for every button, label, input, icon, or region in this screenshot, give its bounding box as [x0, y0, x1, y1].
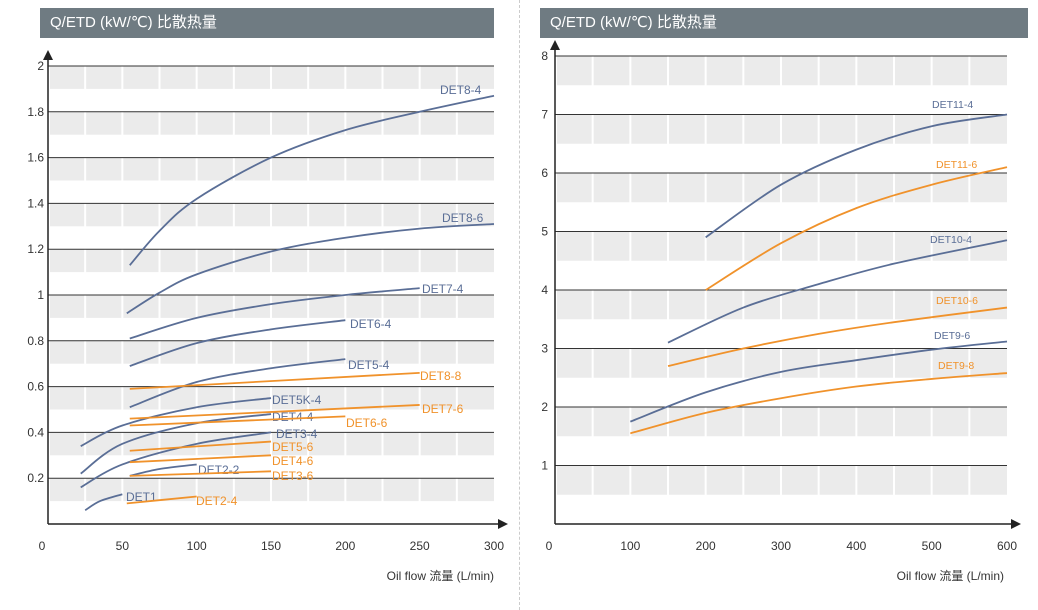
- panel-divider: [519, 0, 520, 610]
- series-label-det4-6: DET4-6: [272, 454, 314, 468]
- series-line-det8-4: [129, 94, 495, 266]
- series-line-det2-2: [129, 463, 197, 477]
- y-tick-label: 7: [541, 108, 548, 122]
- series-line-det1: [84, 493, 123, 512]
- series-line-det9-6: [630, 340, 1008, 423]
- y-tick-label: 2: [37, 59, 44, 73]
- y-tick-label: 1: [37, 288, 44, 302]
- series-label-det5-6: DET5-6: [272, 440, 314, 454]
- series-label-det10-6: DET10-6: [936, 295, 978, 307]
- y-tick-label: 1: [541, 459, 548, 473]
- x-tick-label: 300: [484, 539, 504, 553]
- y-tick-label: 5: [541, 225, 548, 239]
- left-chart-svg: 0.2 0.4 0.6 0.8 1 1.2 1.4 1.6 1.8 2 0 50 100 150 200 25…: [27, 50, 508, 583]
- series-label-det8-6: DET8-6: [442, 211, 484, 225]
- series-label-det5-4: DET5-4: [348, 358, 390, 372]
- y-tick-label: 0.4: [27, 425, 44, 439]
- right-chart-svg: 1 2 3 4 5 6 7 8 0 100 200 300 400 500 600 Oil flow 流量 (…: [541, 40, 1021, 583]
- y-tick-label: 0.6: [27, 380, 44, 394]
- x-tick-label: 100: [620, 539, 640, 553]
- series-line-det11-6: [705, 166, 1008, 291]
- series-label-det7-4: DET7-4: [422, 282, 464, 296]
- series-line-det6-6: [129, 415, 346, 427]
- y-tick-label: 1.2: [27, 242, 44, 256]
- y-tick-label: 0.8: [27, 334, 44, 348]
- series-line-det4-6: [129, 454, 272, 464]
- series-label-det3-4: DET3-4: [276, 427, 318, 441]
- x-tick-label: 500: [922, 539, 942, 553]
- series-line-det11-4: [705, 113, 1008, 239]
- right-chart-panel: Q/ETD (kW/℃) 比散热量 1 2 3 4 5 6 7 8 0 100 200 300 400 5…: [528, 0, 1038, 610]
- series-line-det9-8: [630, 372, 1008, 435]
- y-tick-label: 1.8: [27, 105, 44, 119]
- series-label-det6-4: DET6-4: [350, 317, 392, 331]
- y-tick-label: 1.6: [27, 151, 44, 165]
- x-tick-label: 200: [335, 539, 355, 553]
- series-label-det9-8: DET9-8: [938, 360, 974, 372]
- series-line-det10-6: [667, 306, 1008, 367]
- series-line-det4-4: [80, 413, 272, 475]
- series-label-det11-4: DET11-4: [932, 99, 973, 111]
- series-line-det3-6: [129, 470, 272, 477]
- left-chart-title: Q/ETD (kW/℃) 比散热量: [40, 8, 494, 38]
- y-tick-label: 8: [541, 49, 548, 63]
- x-axis-arrow: [498, 519, 508, 529]
- series-line-det8-8: [129, 371, 420, 390]
- series-label-det11-6: DET11-6: [936, 159, 977, 171]
- y-tick-label: 6: [541, 166, 548, 180]
- x-tick-label: 0: [39, 539, 46, 553]
- series-line-det10-4: [667, 239, 1008, 344]
- x-tick-label: 400: [846, 539, 866, 553]
- series-line-det5-4: [129, 358, 346, 409]
- series-line-det6-4: [129, 319, 346, 367]
- x-axis-arrow: [1011, 519, 1021, 529]
- series-label-det3-6: DET3-6: [272, 469, 314, 483]
- x-axis-label: Oil flow 流量 (L/min): [387, 569, 494, 583]
- y-tick-label: 0.2: [27, 471, 44, 485]
- series-line-det7-4: [129, 287, 420, 340]
- y-tick-label: 4: [541, 283, 548, 297]
- x-tick-label: 150: [261, 539, 281, 553]
- series-line-det2-4: [126, 495, 197, 505]
- series-line-det8-6: [126, 223, 495, 315]
- series-label-det8-8: DET8-8: [420, 369, 462, 383]
- series-label-det2-4: DET2-4: [196, 494, 238, 508]
- x-tick-label: 0: [546, 539, 553, 553]
- left-chart-panel: Q/ETD (kW/℃) 比散热量 0.2 0.4 0.6 0.8 1 1.2 1.4 1.6…: [0, 0, 510, 610]
- y-tick-label: 1.4: [27, 196, 44, 210]
- y-tick-label: 2: [541, 400, 548, 414]
- x-tick-label: 200: [696, 539, 716, 553]
- x-tick-label: 250: [410, 539, 430, 553]
- y-axis-arrow: [43, 50, 53, 60]
- series-line-det3-4: [80, 431, 272, 489]
- series-label-det6-6: DET6-6: [346, 416, 388, 430]
- series-label-det9-6: DET9-6: [934, 330, 970, 342]
- series-line-det5k-4: [80, 397, 272, 447]
- y-tick-label: 3: [541, 342, 548, 356]
- series-label-det10-4: DET10-4: [930, 234, 972, 246]
- x-tick-label: 300: [771, 539, 791, 553]
- right-chart-title: Q/ETD (kW/℃) 比散热量: [540, 8, 1028, 38]
- series-line-det7-6: [129, 404, 420, 420]
- series-label-det2-2: DET2-2: [198, 463, 240, 477]
- x-tick-label: 50: [116, 539, 130, 553]
- series-label-det5k-4: DET5K-4: [272, 393, 322, 407]
- x-axis-label: Oil flow 流量 (L/min): [897, 569, 1004, 583]
- series-label-det8-4: DET8-4: [440, 83, 482, 97]
- x-tick-label: 600: [997, 539, 1017, 553]
- x-tick-label: 100: [187, 539, 207, 553]
- y-axis-arrow: [550, 40, 560, 50]
- series-label-det7-6: DET7-6: [422, 402, 464, 416]
- series-line-det5-6: [129, 440, 272, 452]
- series-label-det4-4: DET4-4: [272, 410, 314, 424]
